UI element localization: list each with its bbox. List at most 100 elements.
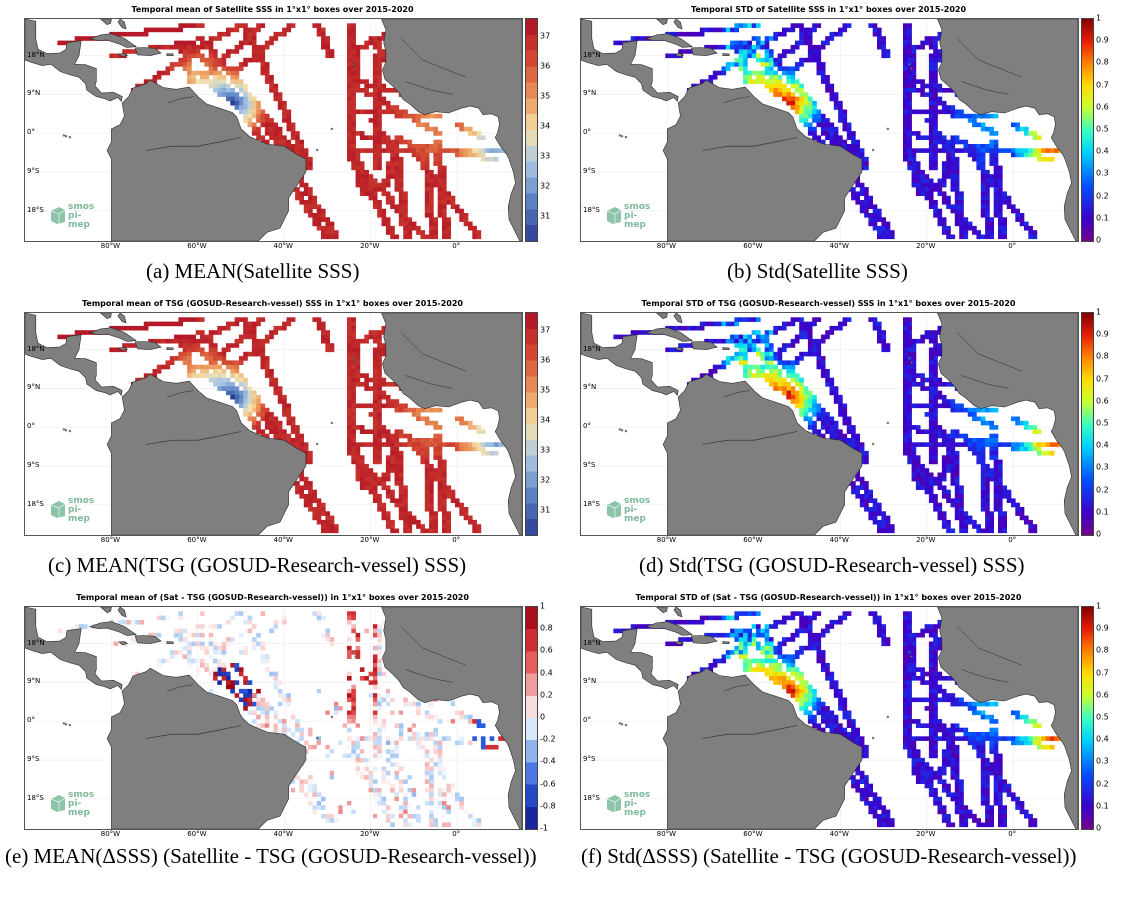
grid-cell (295, 438, 300, 443)
grid-cell (950, 502, 956, 508)
grid-cell (182, 53, 188, 59)
grid-cell (859, 148, 865, 153)
grid-cell (390, 174, 395, 179)
grid-cell (489, 156, 495, 162)
grid-cell (972, 438, 977, 443)
grid-cell (433, 152, 439, 158)
grid-cell (79, 330, 84, 335)
grid-cell (933, 382, 938, 387)
grid-cell (273, 714, 279, 720)
grid-cell (377, 476, 382, 482)
grid-cell (985, 468, 990, 473)
grid-cell (308, 485, 313, 491)
grid-cell (920, 88, 925, 93)
grid-cell (877, 225, 882, 231)
land-mass (690, 341, 718, 350)
grid-cell (937, 343, 943, 348)
grid-cell (286, 407, 292, 413)
grid-cell (238, 650, 244, 655)
grid-cell (877, 507, 882, 512)
grid-cell (230, 373, 235, 378)
grid-cell (347, 79, 352, 84)
grid-cell (390, 139, 395, 145)
grid-cell (734, 356, 740, 361)
lat-label: 0° (27, 128, 35, 137)
grid-cell (273, 429, 279, 435)
grid-cell (329, 641, 335, 647)
grid-cell (303, 485, 309, 491)
grid-cell (364, 83, 369, 89)
grid-cell (907, 144, 912, 149)
grid-cell (673, 325, 679, 331)
grid-cell (764, 343, 770, 348)
grid-cell (946, 442, 951, 447)
grid-cell (803, 40, 809, 46)
grid-cell (799, 382, 804, 387)
grid-cell (903, 382, 908, 387)
grid-cell (260, 416, 266, 422)
grid-cell (286, 321, 292, 327)
grid-cell (174, 650, 179, 655)
grid-cell (424, 468, 430, 473)
grid-cell (437, 757, 443, 763)
grid-cell (963, 433, 969, 439)
grid-cell (377, 650, 382, 655)
grid-cell (347, 438, 352, 443)
grid-cell (316, 502, 322, 508)
grid-cell (234, 360, 240, 366)
grid-cell (238, 334, 244, 340)
grid-cell (143, 325, 149, 331)
grid-cell (829, 139, 835, 145)
grid-cell (613, 334, 619, 340)
grid-cell (74, 330, 80, 335)
grid-cell (213, 658, 218, 664)
grid-cell (256, 135, 261, 141)
grid-cell (377, 131, 382, 136)
grid-cell (377, 727, 382, 733)
grid-cell (437, 770, 443, 776)
grid-cell (286, 693, 291, 698)
grid-cell (476, 131, 482, 136)
grid-cell (286, 126, 292, 132)
grid-cell (308, 783, 313, 789)
grid-cell (1049, 450, 1055, 456)
grid-cell (1032, 135, 1038, 141)
grid-cell (398, 455, 404, 460)
grid-cell (256, 100, 261, 106)
grid-cell (868, 511, 874, 516)
grid-cell (372, 135, 378, 141)
grid-cell (260, 44, 266, 50)
grid-cell (993, 502, 999, 508)
grid-cell (385, 169, 391, 175)
grid-cell (385, 403, 391, 409)
grid-cell (381, 31, 387, 37)
grid-cell (398, 169, 404, 175)
grid-cell (864, 502, 869, 508)
grid-cell (1032, 446, 1038, 452)
grid-cell (476, 822, 482, 828)
grid-cell (351, 105, 356, 110)
grid-cell (920, 191, 925, 197)
grid-cell (377, 658, 382, 664)
grid-cell (985, 420, 990, 426)
land-mass (117, 53, 129, 57)
grid-cell (933, 351, 938, 357)
grid-cell (156, 44, 162, 50)
grid-cell (385, 88, 391, 93)
grid-cell (855, 191, 861, 197)
grid-cell (855, 494, 861, 499)
grid-cell (420, 524, 426, 529)
grid-cell (937, 83, 943, 89)
grid-cell (786, 79, 791, 84)
grid-cell (954, 489, 960, 495)
grid-cell (790, 79, 796, 84)
grid-cell (829, 425, 835, 430)
grid-cell (372, 628, 378, 634)
grid-cell (372, 334, 378, 340)
grid-cell (299, 152, 305, 158)
grid-cell (316, 325, 322, 331)
grid-cell (368, 476, 374, 482)
grid-cell (446, 225, 452, 231)
grid-cell (868, 204, 874, 210)
grid-cell (946, 139, 951, 145)
